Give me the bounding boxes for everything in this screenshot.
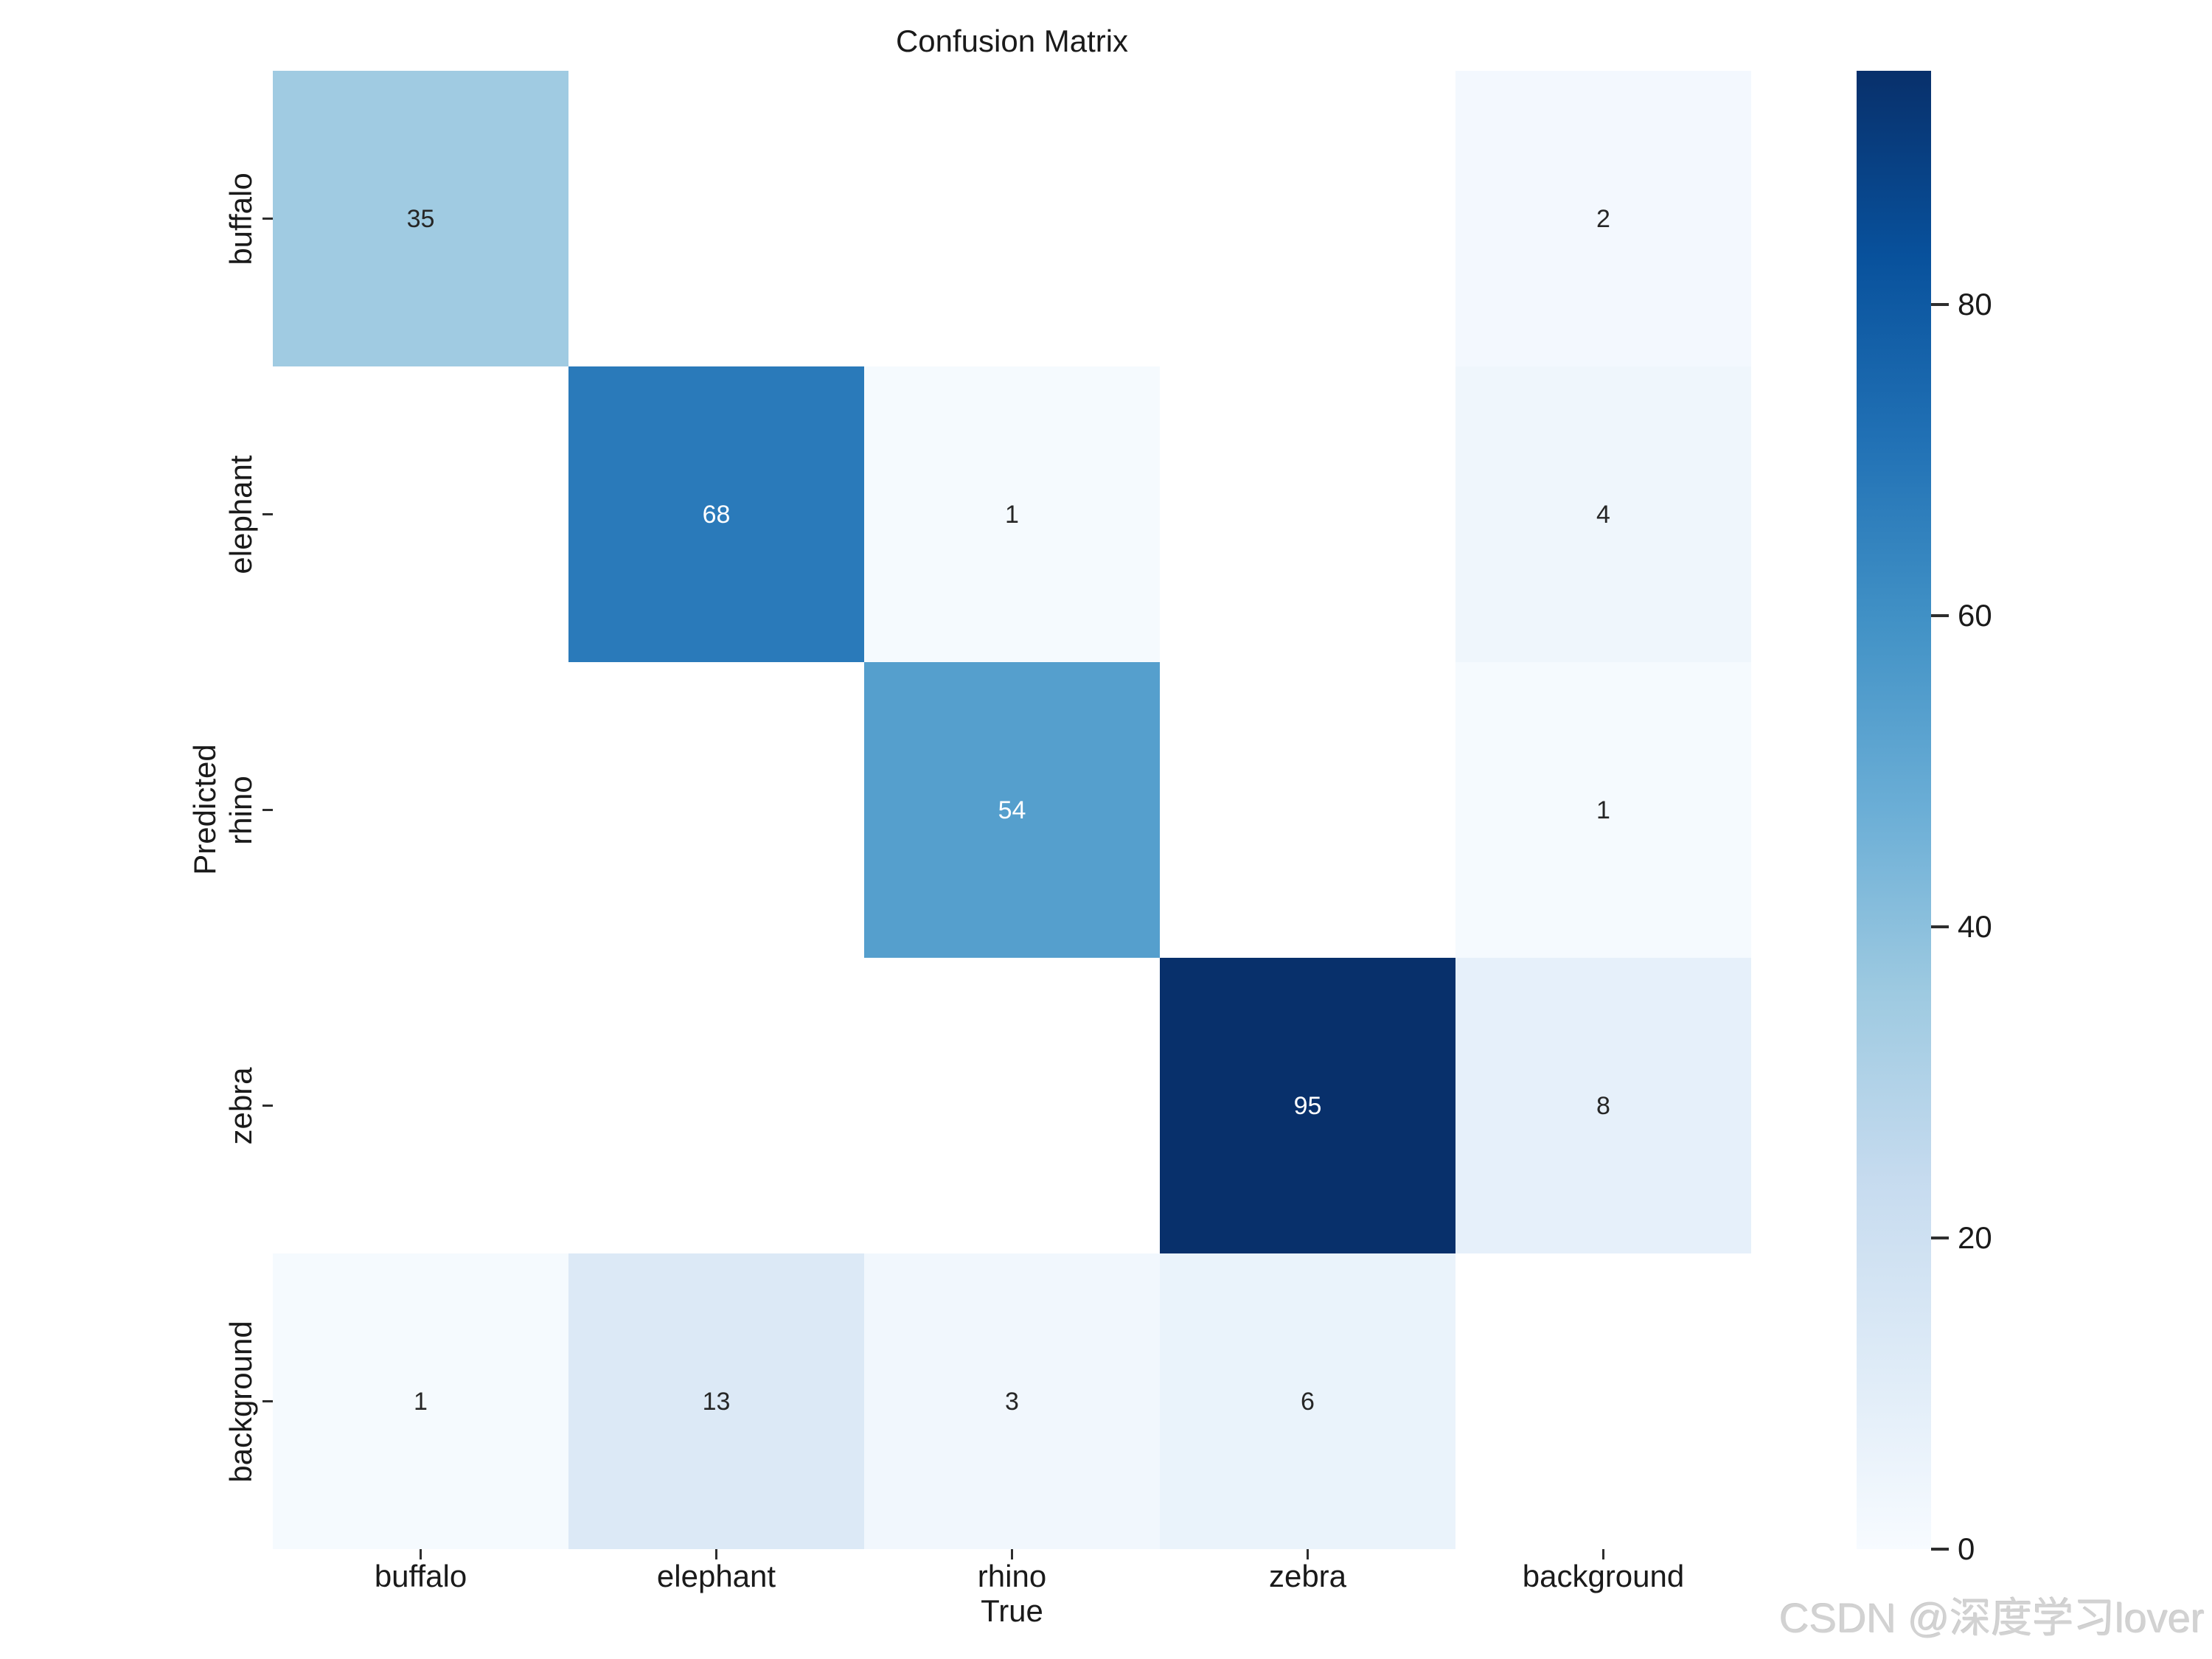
- heatmap-cell-background-zebra: 6: [1160, 1253, 1455, 1549]
- heatmap-cell-zebra-elephant: [568, 958, 864, 1253]
- col-tick-label-background: background: [1522, 1559, 1685, 1593]
- y-axis-tick: [262, 809, 273, 811]
- heatmap-cell-elephant-rhino: 1: [864, 366, 1160, 662]
- cell-annotation: 35: [406, 204, 435, 233]
- colorbar: [1857, 71, 1931, 1549]
- heatmap-cell-buffalo-elephant: [568, 71, 864, 366]
- y-axis-tick: [262, 1105, 273, 1107]
- colorbar-tick: [1931, 302, 1949, 306]
- colorbar-tick-label: 80: [1958, 286, 1992, 321]
- row-tick-label-rhino: rhino: [223, 775, 258, 845]
- col-tick-label-rhino: rhino: [977, 1559, 1047, 1593]
- heatmap-cell-zebra-background: 8: [1455, 958, 1751, 1253]
- cell-annotation: 2: [1596, 204, 1610, 233]
- colorbar-tick: [1931, 925, 1949, 928]
- x-axis-tick: [1307, 1549, 1309, 1559]
- col-tick-label-elephant: elephant: [656, 1559, 776, 1593]
- heatmap-cell-background-rhino: 3: [864, 1253, 1160, 1549]
- heatmap-plot-area: 35 2 68 1 4 54 1 95 8 1 13 3 6: [273, 71, 1751, 1549]
- cell-annotation: 1: [1005, 500, 1019, 529]
- cell-annotation: 3: [1005, 1387, 1019, 1416]
- colorbar-tick-label: 0: [1958, 1531, 1975, 1566]
- cell-annotation: 54: [998, 796, 1026, 824]
- heatmap-cell-rhino-background: 1: [1455, 662, 1751, 958]
- cell-annotation: 8: [1596, 1091, 1610, 1120]
- y-axis-tick: [262, 513, 273, 515]
- heatmap-cell-elephant-buffalo: [273, 366, 568, 662]
- heatmap-cell-elephant-elephant: 68: [568, 366, 864, 662]
- col-tick-label-zebra: zebra: [1268, 1559, 1347, 1593]
- heatmap-cell-rhino-rhino: 54: [864, 662, 1160, 958]
- y-axis-title: Predicted: [187, 744, 222, 875]
- heatmap-cell-rhino-zebra: [1160, 662, 1455, 958]
- heatmap-cell-elephant-zebra: [1160, 366, 1455, 662]
- cell-annotation: 13: [702, 1387, 731, 1416]
- x-axis-tick: [715, 1549, 717, 1559]
- cell-annotation: 1: [414, 1387, 428, 1416]
- heatmap-cell-elephant-background: 4: [1455, 366, 1751, 662]
- y-axis-tick: [262, 218, 273, 220]
- x-axis-tick: [1011, 1549, 1013, 1559]
- heatmap-cell-zebra-buffalo: [273, 958, 568, 1253]
- heatmap-cell-background-background: [1455, 1253, 1751, 1549]
- cell-annotation: 4: [1596, 500, 1610, 529]
- heatmap-cell-buffalo-zebra: [1160, 71, 1455, 366]
- x-axis-tick: [1602, 1549, 1604, 1559]
- heatmap-cell-buffalo-background: 2: [1455, 71, 1751, 366]
- heatmap-cell-rhino-elephant: [568, 662, 864, 958]
- x-axis-title: True: [981, 1593, 1043, 1628]
- col-tick-label-buffalo: buffalo: [374, 1559, 467, 1593]
- colorbar-tick-label: 60: [1958, 597, 1992, 633]
- heatmap-cell-buffalo-rhino: [864, 71, 1160, 366]
- row-tick-label-background: background: [223, 1320, 258, 1483]
- heatmap-cell-background-buffalo: 1: [273, 1253, 568, 1549]
- colorbar-tick: [1931, 1236, 1949, 1239]
- row-tick-label-zebra: zebra: [223, 1066, 258, 1145]
- cell-annotation: 95: [1293, 1091, 1322, 1120]
- heatmap-cell-zebra-rhino: [864, 958, 1160, 1253]
- cell-annotation: 68: [702, 500, 731, 529]
- heatmap-cell-background-elephant: 13: [568, 1253, 864, 1549]
- colorbar-tick: [1931, 613, 1949, 617]
- colorbar-tick: [1931, 1548, 1949, 1551]
- cell-annotation: 1: [1596, 796, 1610, 824]
- cell-annotation: 6: [1301, 1387, 1315, 1416]
- row-tick-label-elephant: elephant: [223, 454, 258, 574]
- heatmap-cell-zebra-zebra: 95: [1160, 958, 1455, 1253]
- colorbar-tick-label: 40: [1958, 908, 1992, 944]
- watermark: CSDN @深度学习lover: [1779, 1595, 2205, 1641]
- heatmap-cell-rhino-buffalo: [273, 662, 568, 958]
- x-axis-tick: [420, 1549, 422, 1559]
- heatmap-cell-buffalo-buffalo: 35: [273, 71, 568, 366]
- colorbar-tick-label: 20: [1958, 1220, 1992, 1255]
- row-tick-label-buffalo: buffalo: [223, 172, 258, 265]
- y-axis-tick: [262, 1400, 273, 1402]
- chart-title: Confusion Matrix: [895, 24, 1129, 58]
